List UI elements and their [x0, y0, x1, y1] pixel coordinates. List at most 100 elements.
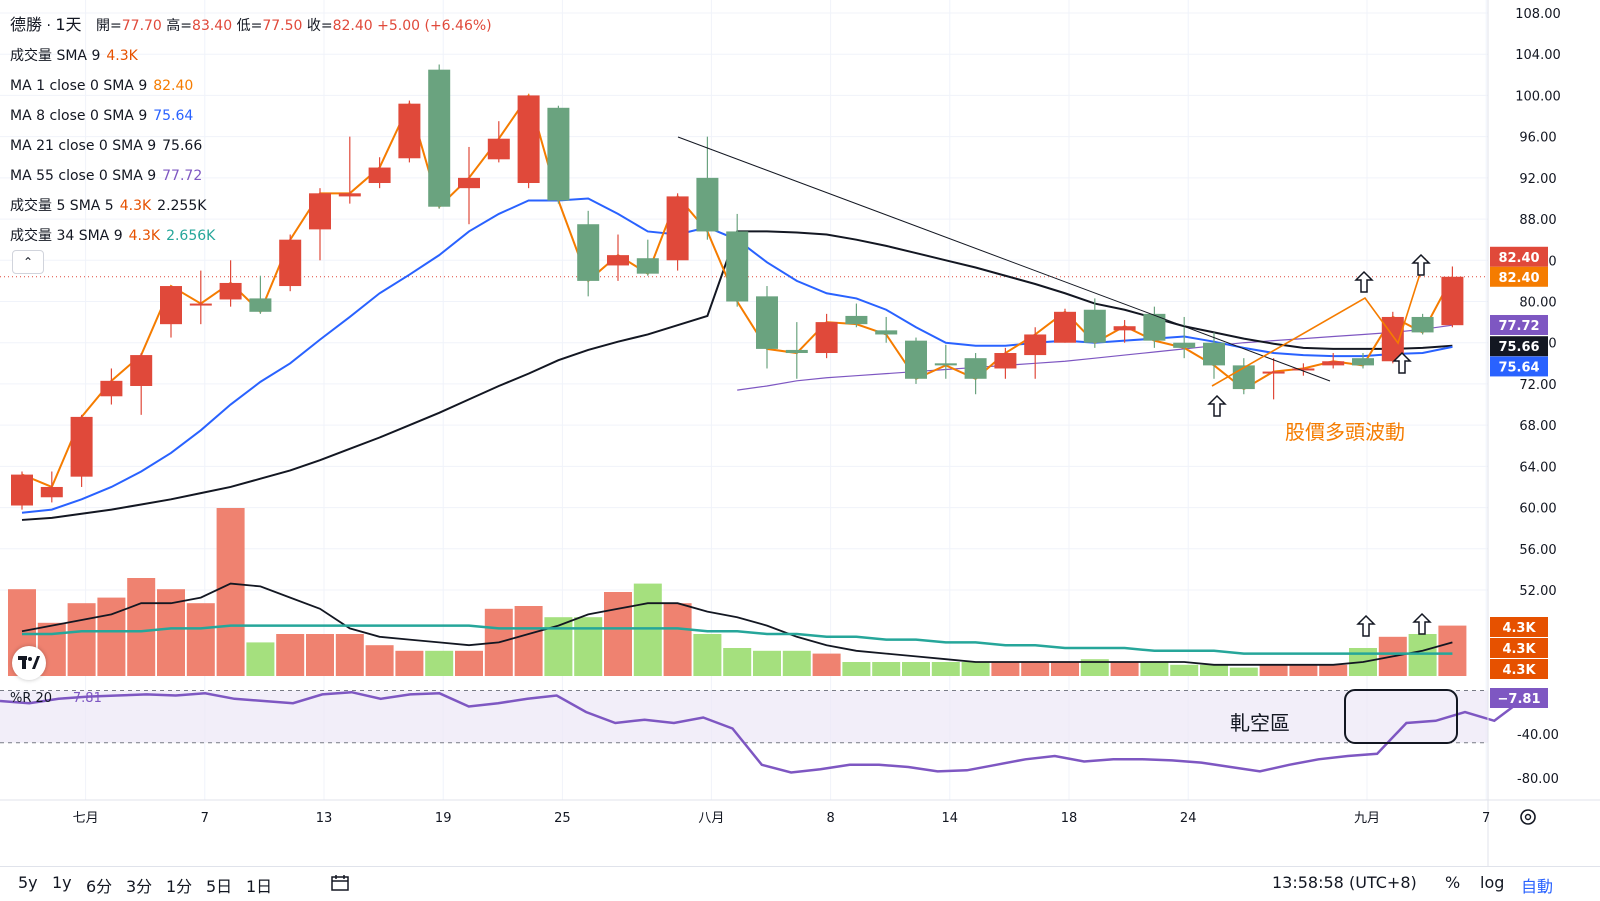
trend-line — [677, 136, 1331, 382]
volume-bar — [1021, 662, 1050, 676]
volume-bar — [902, 662, 930, 676]
up-arrow-icon — [1412, 612, 1432, 635]
candle-body — [100, 380, 123, 397]
timeframe-button[interactable]: 5日 — [206, 877, 233, 896]
ma8-price-tag: 75.64 — [1498, 360, 1539, 375]
volume-bar — [1200, 664, 1228, 676]
legend-row[interactable]: 成交量 34 SMA 9 4.3K 2.656K — [10, 221, 492, 251]
candle-body — [1411, 316, 1434, 333]
williams-r-panel: %R 20 −7.81 — [0, 689, 1525, 774]
time-tick-label: 24 — [1180, 811, 1197, 826]
candle-body — [249, 298, 272, 312]
candle-body — [70, 416, 93, 477]
volume-bar — [544, 617, 573, 676]
user-drawings[interactable] — [677, 136, 1432, 637]
gear-icon[interactable] — [1520, 809, 1536, 825]
candle-body — [756, 296, 778, 349]
volume-sma34-line — [22, 624, 1453, 655]
candle-body — [1083, 309, 1106, 343]
candle — [1441, 266, 1464, 328]
candle — [309, 188, 331, 261]
candle-body — [607, 255, 629, 266]
interval-label[interactable]: 1天 — [55, 15, 82, 34]
volume-bar — [961, 662, 990, 676]
ma21-price-tag: 75.66 — [1498, 340, 1539, 355]
candle-body — [696, 177, 719, 232]
wr-legend-label: %R 20 — [10, 691, 52, 706]
ma1-price-tag-bg — [1490, 266, 1548, 287]
collapse-legend-button[interactable]: ⌃ — [12, 250, 44, 274]
symbol-name[interactable]: 德勝 — [10, 15, 43, 34]
candle-body — [1113, 326, 1136, 331]
calendar-icon[interactable] — [330, 873, 350, 897]
time-tick-label: 7 — [201, 811, 209, 826]
candle — [905, 337, 927, 384]
candle — [607, 234, 629, 281]
legend-row[interactable]: MA 55 close 0 SMA 9 77.72 — [10, 161, 492, 191]
volume-bar — [67, 603, 96, 676]
candle — [338, 136, 361, 204]
percent-toggle[interactable]: % — [1445, 873, 1461, 892]
timeframe-button[interactable]: 5y — [18, 873, 38, 892]
wr-value-tag: −7.81 — [1498, 692, 1541, 707]
close-price-tag: 82.40 — [1498, 251, 1539, 266]
timeframe-button[interactable]: 1y — [52, 873, 72, 892]
clock-display[interactable]: 13:58:58 (UTC+8) — [1272, 873, 1417, 892]
time-tick-label: 8 — [826, 811, 834, 826]
candle — [160, 286, 182, 338]
timeframe-button[interactable]: 6分 — [86, 877, 113, 896]
candle-body — [1292, 368, 1315, 371]
time-tick-label: 七月 — [73, 811, 99, 826]
candle — [1054, 308, 1076, 343]
price-axis[interactable]: 108.00104.00100.0096.0092.0088.0084.0080… — [1487, 0, 1561, 866]
candle-body — [458, 177, 480, 189]
ma1-price-tag: 82.40 — [1498, 271, 1539, 286]
candle — [1173, 316, 1196, 359]
candle — [1322, 353, 1345, 369]
candle — [189, 270, 212, 325]
price-tick-label: 60.00 — [1519, 502, 1556, 517]
candle-body — [1232, 365, 1255, 390]
volume-average-lines — [21, 582, 1453, 666]
candle-body — [577, 224, 600, 281]
time-axis[interactable]: 七月 7 13 19 25 八月 8 14 18 24 九月 7 — [0, 799, 1600, 826]
volume-bar — [1438, 625, 1467, 676]
volume-bar — [872, 662, 901, 676]
volume-bar — [1289, 664, 1318, 676]
legend-row[interactable]: MA 1 close 0 SMA 9 82.40 — [10, 71, 492, 101]
candle — [1203, 332, 1225, 379]
candle-body — [1054, 311, 1076, 343]
legend-value: 82.40 — [153, 78, 194, 94]
candle — [1292, 363, 1315, 376]
candle — [428, 64, 451, 209]
auto-scale-toggle[interactable]: 自動 — [1521, 877, 1554, 896]
symbol-row: 德勝 · 1天 開=77.70 高=83.40 低=77.50 收=82.40 … — [10, 15, 492, 34]
legend-label: MA 21 close 0 SMA 9 — [10, 138, 157, 154]
candle-body — [726, 231, 749, 302]
volume-bar — [1140, 662, 1169, 676]
volume-bar — [1408, 634, 1437, 676]
tradingview-logo[interactable] — [12, 646, 46, 680]
legend-label: MA 1 close 0 SMA 9 — [10, 78, 148, 94]
timeframe-button[interactable]: 1日 — [246, 877, 273, 896]
up-arrow-icon — [1354, 270, 1374, 293]
log-toggle[interactable]: log — [1480, 873, 1505, 892]
timeframe-button[interactable]: 3分 — [126, 877, 153, 896]
tv-logo-icon — [18, 656, 40, 669]
wr-legend-value: −7.81 — [62, 691, 102, 706]
legend-value: 4.3K — [106, 48, 138, 64]
timeframe-button[interactable]: 1分 — [166, 877, 193, 896]
candle-body — [279, 239, 302, 287]
candle — [517, 95, 540, 189]
candle-body — [189, 303, 212, 306]
candle-body — [1203, 342, 1225, 366]
legend-row[interactable]: 成交量 5 SMA 5 4.3K 2.255K — [10, 191, 492, 221]
volume-sma5-tag-bg — [1490, 638, 1548, 658]
legend-row[interactable]: 成交量 SMA 9 4.3K — [10, 41, 492, 71]
price-tick-label: 108.00 — [1515, 7, 1561, 22]
volume-bar — [365, 645, 394, 676]
legend-row[interactable]: MA 8 close 0 SMA 9 75.64 — [10, 101, 492, 131]
legend-row[interactable]: MA 21 close 0 SMA 9 75.66 — [10, 131, 492, 161]
volume-bar — [1319, 664, 1348, 676]
